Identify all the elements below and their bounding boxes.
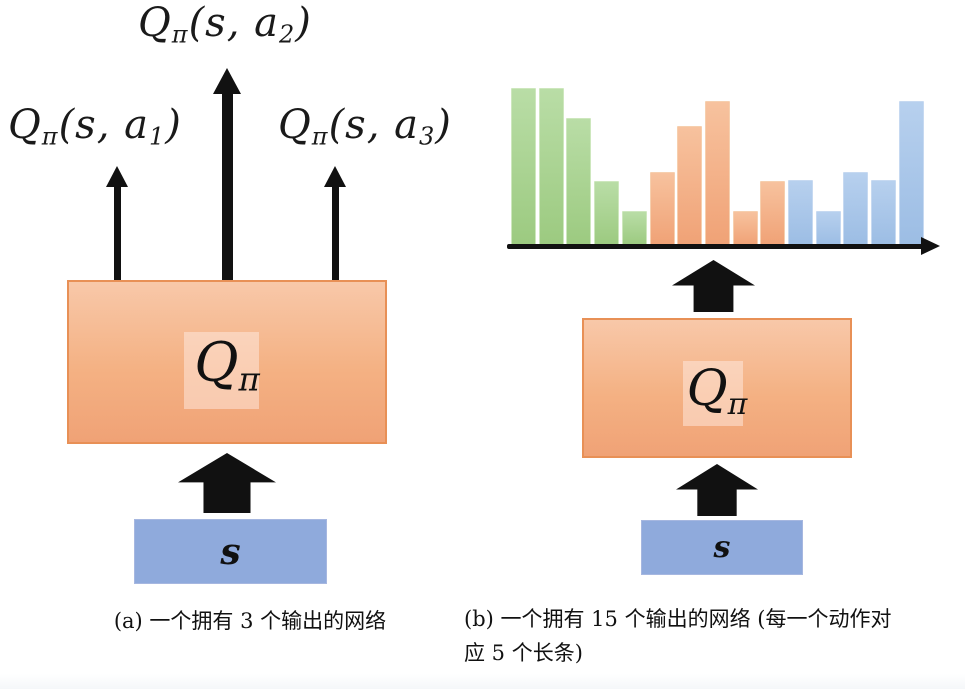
- q-output-label-a1: Qπ(s, a1): [8, 102, 182, 151]
- q-output-label-a2: Qπ(s, a2): [138, 0, 312, 49]
- bar-action-1-green-4: [594, 181, 620, 246]
- pi-subscript: π: [41, 122, 59, 151]
- pi-subscript: π: [238, 360, 260, 399]
- state-box-b: s: [641, 520, 803, 575]
- bar-action-1-green-3: [566, 118, 592, 246]
- bar-action-3-blue-2: [815, 211, 841, 246]
- args-text: (s, a: [328, 102, 419, 148]
- arrow-shaft: [113, 187, 121, 280]
- pi-subscript: π: [311, 122, 329, 151]
- bar-action-2-orange-3: [704, 101, 730, 246]
- label-backdrop: [683, 361, 743, 426]
- q-symbol: Q: [138, 0, 172, 46]
- q-pi-label: Qπ: [686, 359, 748, 420]
- arrowhead-up-icon: [213, 68, 241, 94]
- close-paren: ): [295, 0, 312, 46]
- q-network-box-a: Qπ: [67, 280, 387, 444]
- close-paren: ): [435, 102, 452, 148]
- output-arrow-b-icon: [672, 260, 755, 312]
- output-arrow-1-icon: [106, 166, 128, 280]
- label-backdrop: [184, 332, 259, 409]
- pi-subscript: π: [727, 387, 748, 422]
- output-arrow-3-icon: [324, 166, 346, 280]
- state-box-a: s: [134, 519, 327, 584]
- q-symbol: Q: [278, 102, 312, 148]
- bar-action-2-orange-2: [677, 126, 703, 246]
- bar-action-2-orange-4: [732, 211, 758, 246]
- input-arrow-a-icon: [178, 453, 276, 513]
- state-label: s: [713, 529, 731, 565]
- output-arrow-2-icon: [213, 68, 241, 280]
- bar-action-2-orange-5: [760, 181, 786, 246]
- caption-b-line2: 应 5 个长条): [464, 641, 583, 665]
- action-index: 3: [419, 122, 436, 151]
- args-text: (s, a: [188, 0, 279, 46]
- action-index: 1: [149, 122, 166, 151]
- bar-action-1-green-1: [511, 88, 536, 246]
- arrow-shaft: [221, 94, 233, 280]
- x-axis-arrowhead-icon: [921, 237, 940, 255]
- arrowhead-up-icon: [324, 166, 346, 187]
- q-network-box-b: Qπ: [582, 318, 852, 458]
- x-axis: [507, 244, 925, 249]
- caption-b-line1: (b) 一个拥有 15 个输出的网络 (每一个动作对: [464, 607, 892, 631]
- bar-action-2-orange-1: [649, 172, 675, 246]
- caption-a: (a) 一个拥有 3 个输出的网络: [113, 609, 387, 633]
- q-distribution-bar-chart: [511, 88, 924, 246]
- arrow-shaft: [331, 187, 339, 280]
- page-edge-shade: [0, 674, 965, 689]
- bar-action-3-blue-5: [898, 101, 924, 246]
- action-index: 2: [279, 20, 296, 49]
- caption-b: (b) 一个拥有 15 个输出的网络 (每一个动作对 应 5 个长条): [464, 602, 964, 670]
- q-symbol: Q: [8, 102, 42, 148]
- q-pi-label: Qπ: [194, 330, 260, 396]
- q-symbol: Q: [686, 359, 728, 417]
- bar-action-3-blue-1: [788, 180, 814, 246]
- q-output-label-a3: Qπ(s, a3): [278, 102, 452, 151]
- q-symbol: Q: [194, 330, 239, 394]
- input-arrow-b-icon: [676, 464, 758, 516]
- args-text: (s, a: [58, 102, 149, 148]
- bar-action-1-green-2: [538, 88, 564, 246]
- close-paren: ): [165, 102, 182, 148]
- bar-action-3-blue-3: [843, 172, 869, 246]
- arrowhead-up-icon: [106, 166, 128, 187]
- bar-action-1-green-5: [621, 211, 647, 246]
- bar-action-3-blue-4: [871, 180, 897, 246]
- pi-subscript: π: [171, 20, 189, 49]
- state-label: s: [220, 530, 241, 573]
